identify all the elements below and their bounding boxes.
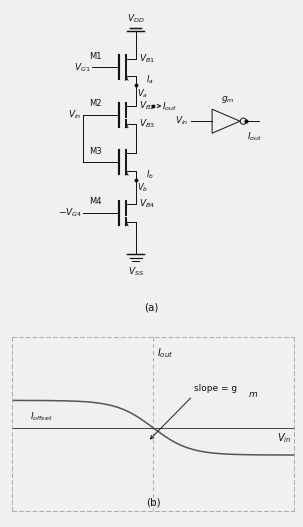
- Text: $I_{out}$: $I_{out}$: [162, 101, 178, 113]
- Text: $V_{in}$: $V_{in}$: [68, 109, 82, 121]
- Text: $I_{out}$: $I_{out}$: [247, 130, 262, 143]
- Text: M3: M3: [89, 147, 102, 156]
- Text: $V_{B1}$: $V_{B1}$: [139, 52, 155, 65]
- Text: $V_{in}$: $V_{in}$: [277, 432, 292, 445]
- Text: $I_{out}$: $I_{out}$: [157, 346, 173, 360]
- Text: $I_a$: $I_a$: [146, 73, 154, 86]
- Text: $V_{G1}$: $V_{G1}$: [74, 61, 91, 74]
- Text: $m$: $m$: [248, 391, 258, 399]
- Text: $V_{SS}$: $V_{SS}$: [128, 266, 144, 278]
- Text: (b): (b): [146, 497, 160, 507]
- Text: $V_a$: $V_a$: [137, 87, 148, 100]
- Text: $V_{in}$: $V_{in}$: [175, 115, 188, 128]
- Text: M4: M4: [89, 197, 102, 207]
- Text: $V_{DD}$: $V_{DD}$: [127, 12, 145, 25]
- Text: (a): (a): [144, 303, 159, 313]
- Text: $g_m$: $g_m$: [221, 94, 234, 105]
- Text: $V_b$: $V_b$: [137, 181, 148, 194]
- Text: $V_{B4}$: $V_{B4}$: [139, 198, 155, 210]
- Text: M1: M1: [89, 52, 102, 61]
- Text: $I_{offset}$: $I_{offset}$: [30, 410, 52, 423]
- Text: M2: M2: [89, 99, 102, 109]
- Text: $V_{B3}$: $V_{B3}$: [139, 118, 155, 130]
- Text: $V_{B2}$: $V_{B2}$: [139, 100, 155, 112]
- Text: $-V_{G4}$: $-V_{G4}$: [58, 207, 82, 219]
- Text: slope = g: slope = g: [194, 384, 237, 393]
- Text: $I_b$: $I_b$: [146, 168, 154, 181]
